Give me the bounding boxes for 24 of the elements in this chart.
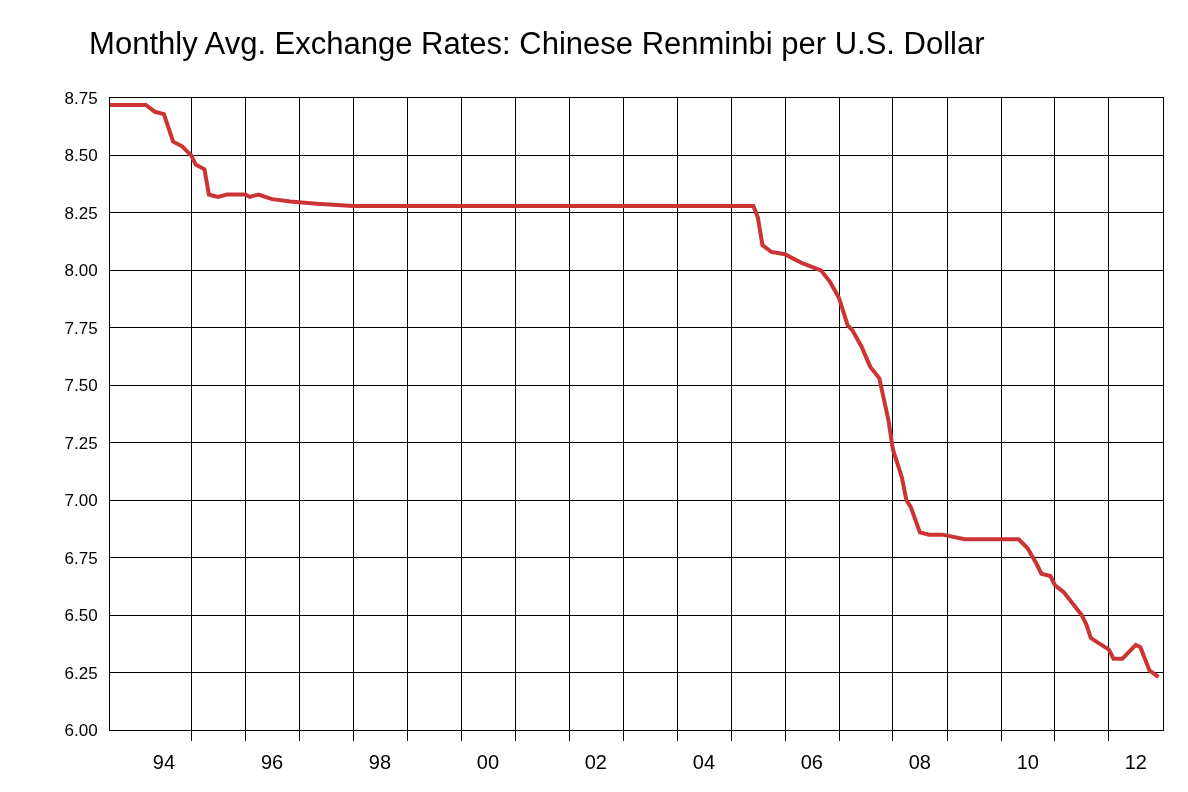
y-tick-label: 7.25 [64,433,98,453]
y-tick-label: 8.50 [64,146,98,166]
y-tick-label: 6.50 [64,606,98,626]
y-tick-label: 6.75 [64,548,98,568]
x-tick-label: 08 [908,751,931,773]
x-tick-label: 00 [476,751,500,773]
x-tick-label: 10 [1016,751,1039,773]
y-tick-label: 6.00 [64,720,98,740]
x-tick-label: 04 [692,751,716,773]
x-tick-label: 02 [584,751,607,773]
y-tick-label: 7.00 [64,491,98,511]
x-tick-label: 96 [260,751,284,773]
y-tick-label: 7.50 [64,376,98,396]
x-tick-label: 06 [800,751,823,773]
y-tick-label: 8.25 [64,203,98,223]
y-tick-label: 8.75 [64,88,98,108]
chart-title: Monthly Avg. Exchange Rates: Chinese Renminbi per U.S. Dollar [89,26,985,62]
x-tick-label: 12 [1124,751,1147,773]
y-tick-label: 7.75 [64,318,98,338]
line-series [110,102,1161,680]
y-tick-label: 8.00 [64,261,98,281]
y-tick-label: 6.25 [64,663,98,683]
x-tick-label: 98 [368,751,392,773]
x-tick-label: 94 [152,751,176,773]
